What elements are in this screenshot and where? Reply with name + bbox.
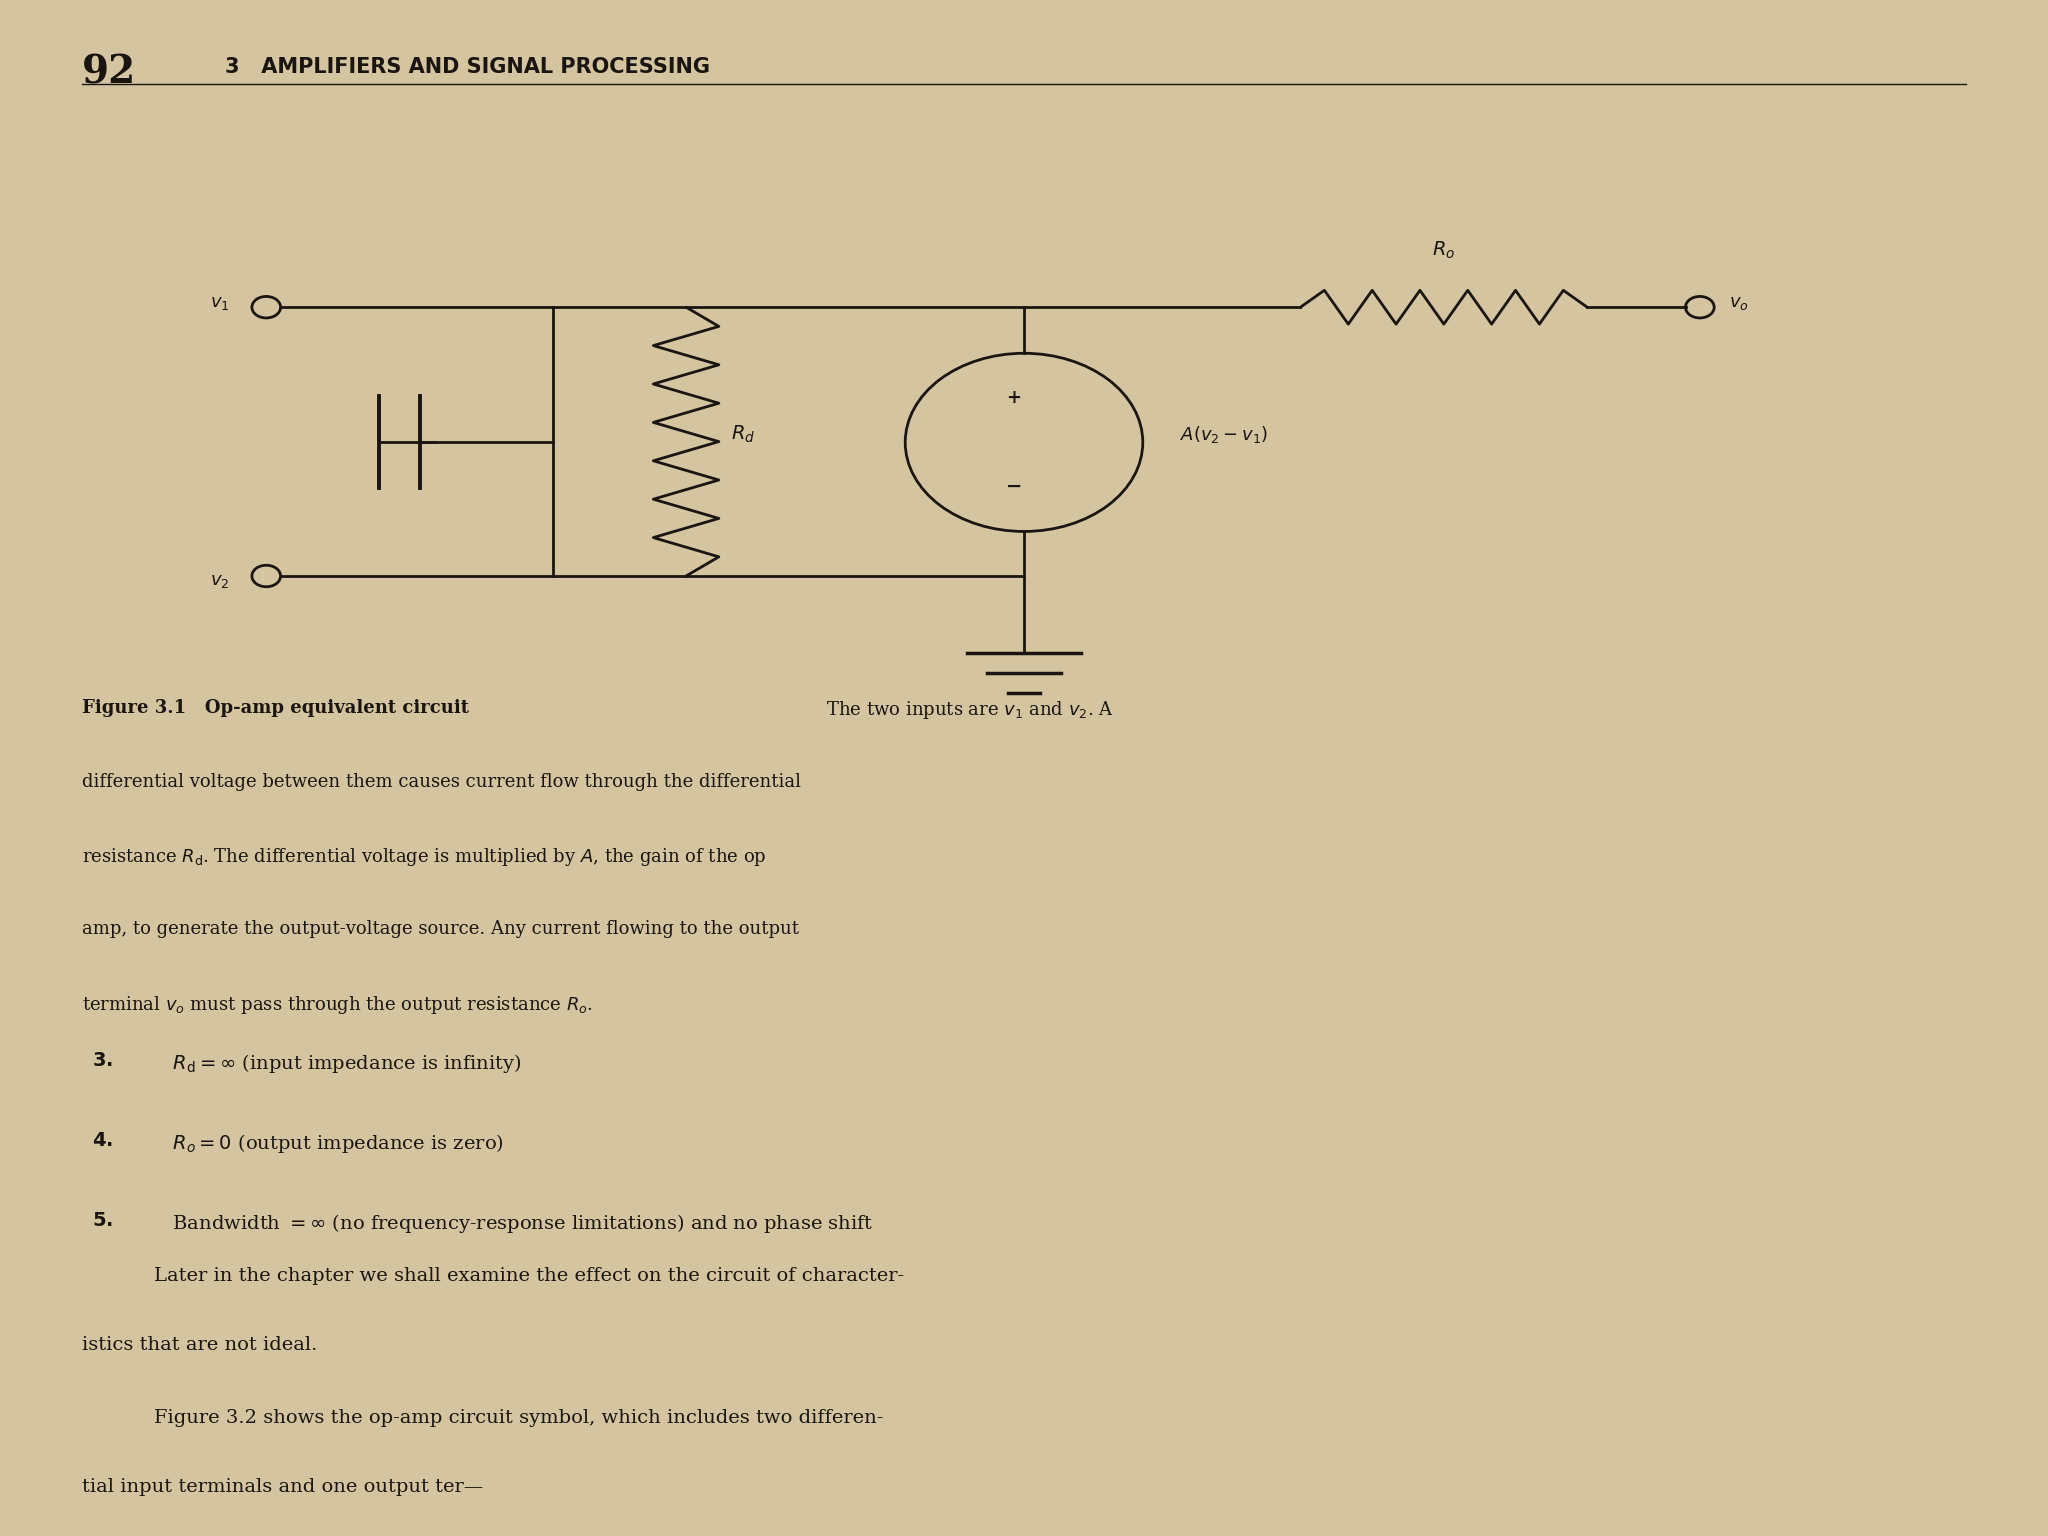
Text: terminal $v_o$ must pass through the output resistance $R_o$.: terminal $v_o$ must pass through the out… <box>82 994 594 1015</box>
Text: Bandwidth $= \infty$ (no frequency-response limitations) and no phase shift: Bandwidth $= \infty$ (no frequency-respo… <box>154 1212 872 1235</box>
Text: Figure 3.2 shows the op-amp circuit symbol, which includes two differen-: Figure 3.2 shows the op-amp circuit symb… <box>154 1409 883 1427</box>
Text: $A(v_2 - v_1)$: $A(v_2 - v_1)$ <box>1180 424 1268 445</box>
Text: 3   AMPLIFIERS AND SIGNAL PROCESSING: 3 AMPLIFIERS AND SIGNAL PROCESSING <box>225 57 711 77</box>
Text: The two inputs are $v_1$ and $v_2$. A: The two inputs are $v_1$ and $v_2$. A <box>809 699 1114 720</box>
Text: $v_2$: $v_2$ <box>211 571 229 590</box>
Text: $R_d$: $R_d$ <box>731 424 756 445</box>
Text: amp, to generate the output-voltage source. Any current flowing to the output: amp, to generate the output-voltage sour… <box>82 920 799 938</box>
Text: $\mathbf{3.}$: $\mathbf{3.}$ <box>92 1052 113 1071</box>
Text: 92: 92 <box>82 54 135 92</box>
Text: $v_o$: $v_o$ <box>1729 293 1749 312</box>
Text: $R_o$: $R_o$ <box>1432 240 1456 261</box>
Text: $R_o = 0$ (output impedance is zero): $R_o = 0$ (output impedance is zero) <box>154 1132 504 1155</box>
Text: +: + <box>1006 389 1022 407</box>
Text: Figure 3.1   Op-amp equivalent circuit: Figure 3.1 Op-amp equivalent circuit <box>82 699 469 717</box>
Text: resistance $R_{\rm d}$. The differential voltage is multiplied by $A$, the gain : resistance $R_{\rm d}$. The differential… <box>82 846 766 868</box>
Text: $\mathbf{5.}$: $\mathbf{5.}$ <box>92 1212 113 1230</box>
Text: tial input terminals and one output ter—: tial input terminals and one output ter— <box>82 1478 483 1496</box>
Text: $v_1$: $v_1$ <box>209 293 229 312</box>
Text: $R_{\rm d} = \infty$ (input impedance is infinity): $R_{\rm d} = \infty$ (input impedance is… <box>154 1052 522 1075</box>
Text: $\mathbf{4.}$: $\mathbf{4.}$ <box>92 1132 113 1150</box>
Text: Later in the chapter we shall examine the effect on the circuit of character-: Later in the chapter we shall examine th… <box>154 1267 903 1286</box>
Text: −: − <box>1006 478 1022 496</box>
Text: differential voltage between them causes current flow through the differential: differential voltage between them causes… <box>82 773 801 791</box>
Text: istics that are not ideal.: istics that are not ideal. <box>82 1336 317 1355</box>
